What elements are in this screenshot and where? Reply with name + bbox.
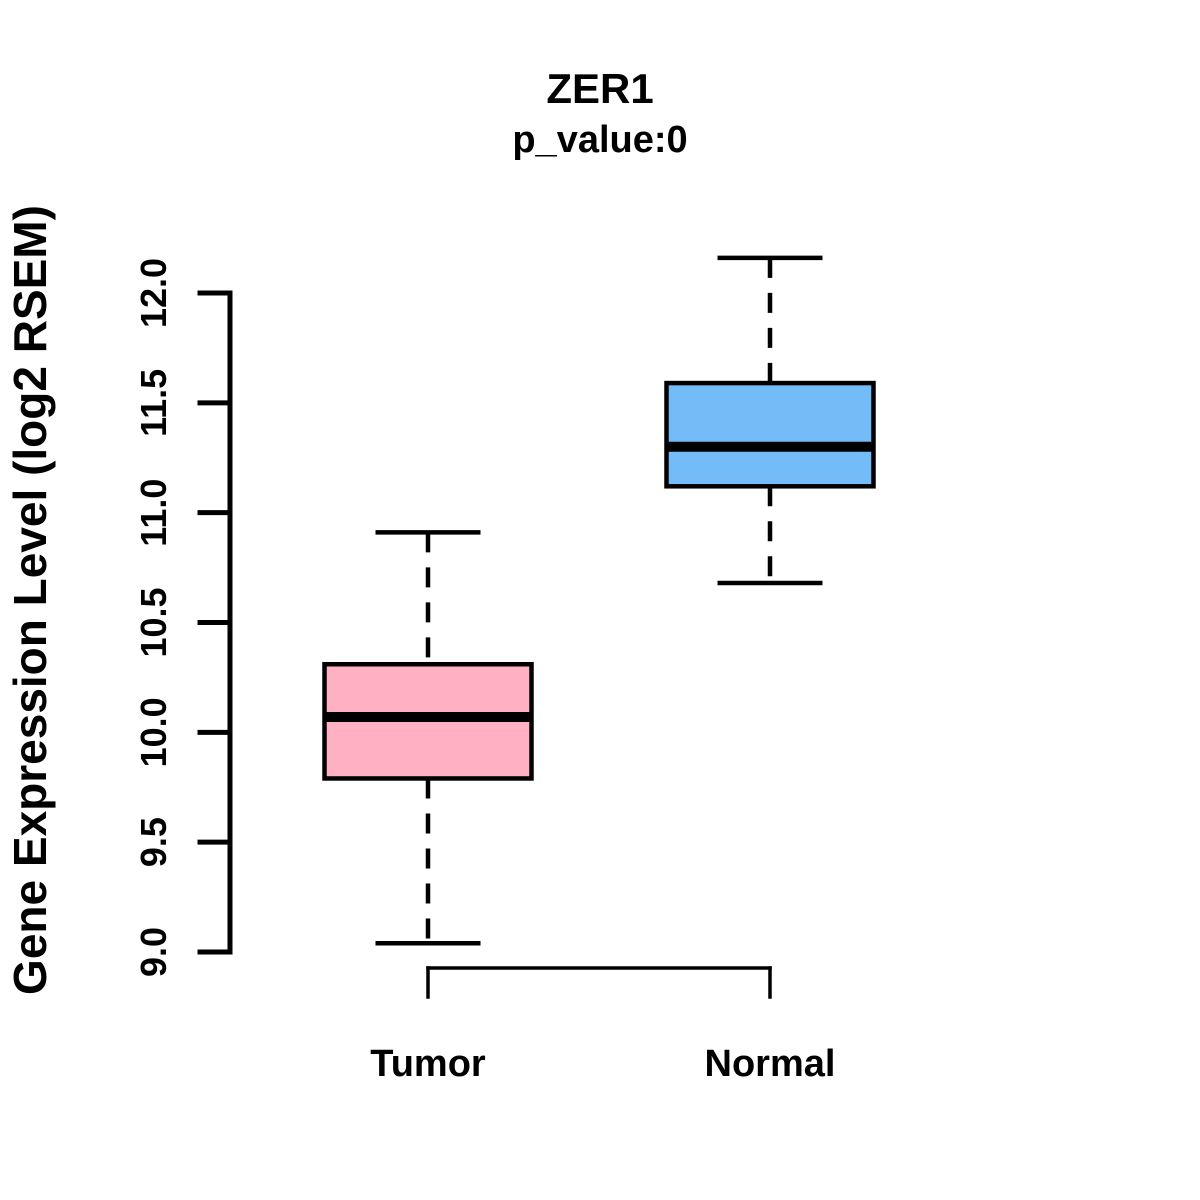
y-tick-label: 10.5: [133, 587, 174, 657]
y-tick-label: 11.5: [133, 369, 174, 437]
chart-title: ZER1: [546, 65, 653, 112]
y-tick-label: 9.5: [133, 817, 174, 867]
y-axis-title: Gene Expression Level (log2 RSEM): [4, 205, 56, 995]
x-category-label-tumor: Tumor: [370, 1043, 486, 1085]
x-category-label-normal: Normal: [705, 1043, 836, 1085]
y-tick-label: 10.0: [133, 697, 174, 767]
box-normal: [664, 380, 876, 489]
chart-subtitle: p_value:0: [512, 119, 687, 161]
y-tick-label: 11.0: [133, 479, 174, 547]
plot-area: 9.0 9.5 10.0 10.5 11.0 11.5 12.0 Tumor Normal: [133, 255, 876, 1085]
y-tick-label: 12.0: [133, 258, 174, 328]
y-tick-label: 9.0: [133, 927, 174, 977]
